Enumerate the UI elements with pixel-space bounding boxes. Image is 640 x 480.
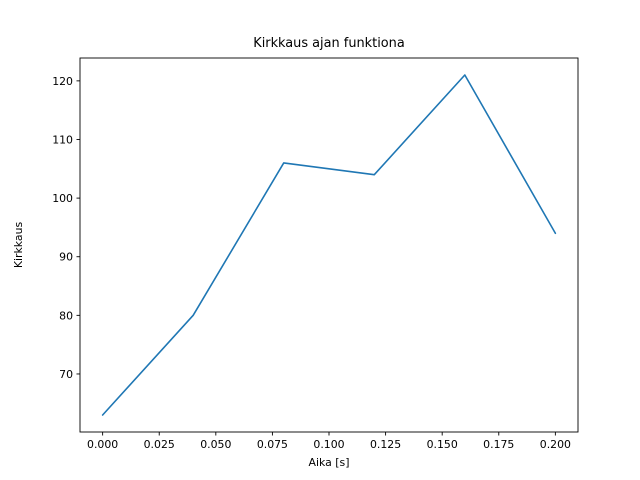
y-tick-label: 80 — [59, 309, 73, 322]
y-tick-label: 70 — [59, 368, 73, 381]
y-axis-ticks — [76, 80, 80, 375]
x-axis-ticklabels: 0.000 0.025 0.050 0.075 0.100 0.125 0.150 0.175… — [87, 438, 571, 451]
y-axis-label: Kirkkaus — [12, 222, 25, 269]
y-tick-label: 120 — [52, 75, 73, 88]
chart-title: Kirkkaus ajan funktiona — [253, 36, 405, 51]
x-tick-label: 0.100 — [313, 438, 344, 451]
y-tick-label: 110 — [52, 133, 73, 146]
y-tick-label: 100 — [52, 192, 73, 205]
x-axis-ticks — [102, 432, 556, 436]
x-tick-label: 0.000 — [87, 438, 118, 451]
x-tick-label: 0.125 — [370, 438, 401, 451]
x-tick-label: 0.075 — [257, 438, 288, 451]
x-tick-label: 0.025 — [144, 438, 175, 451]
data-series-line — [101, 74, 557, 416]
x-tick-label: 0.200 — [540, 438, 571, 451]
x-axis-label: Aika [s] — [309, 456, 350, 469]
y-tick-label: 90 — [59, 251, 73, 264]
x-tick-label: 0.150 — [427, 438, 458, 451]
x-tick-label: 0.050 — [200, 438, 231, 451]
plot-area-background — [80, 58, 578, 432]
y-axis-ticklabels: 70 80 90 100 110 120 — [52, 75, 73, 381]
axes-frame — [79, 57, 579, 433]
x-tick-label: 0.175 — [483, 438, 514, 451]
